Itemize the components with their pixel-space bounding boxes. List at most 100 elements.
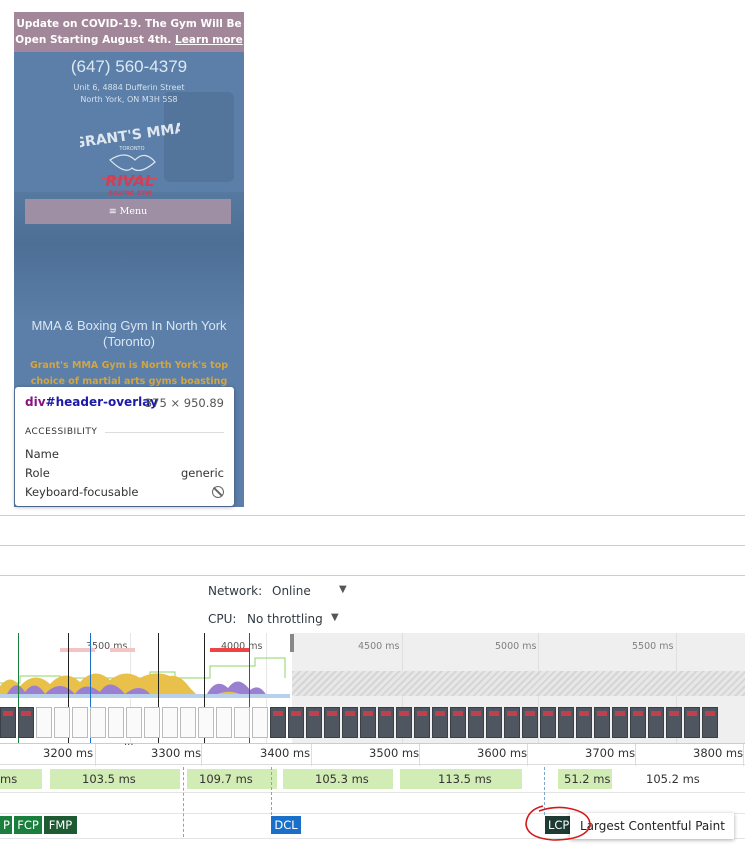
filmstrip-frame[interactable] (54, 707, 70, 738)
filmstrip-frame[interactable] (468, 707, 484, 738)
frame-bar[interactable]: 103.5 ms (50, 769, 180, 789)
filmstrip-frame[interactable] (90, 707, 106, 738)
dcl-marker[interactable]: DCL (271, 816, 301, 834)
frame-boundary (544, 767, 545, 815)
address-line-1: Unit 6, 4884 Dufferin Street (73, 83, 185, 92)
frame-bar[interactable]: ms (0, 769, 42, 789)
timeline-overview[interactable]: 3500 ms 4000 ms 4500 ms 5000 ms 5500 ms (0, 633, 745, 743)
ruler-grid (95, 744, 96, 766)
filmstrip-frame[interactable] (432, 707, 448, 738)
lcp-marker[interactable]: LCP (545, 816, 571, 834)
filmstrip-frame[interactable] (72, 707, 88, 738)
cpu-throttling-select[interactable]: No throttling (247, 612, 323, 626)
filmstrip-frame[interactable] (198, 707, 214, 738)
filmstrip-frame[interactable] (630, 707, 646, 738)
cpu-label: CPU: (208, 612, 237, 626)
cpu-activity-chart (0, 648, 290, 698)
filmstrip-frame[interactable] (216, 707, 232, 738)
marker-line (68, 633, 69, 743)
lcp-tooltip: Largest Contentful Paint (570, 813, 734, 839)
filmstrip-frame[interactable] (450, 707, 466, 738)
filmstrip-frame[interactable] (108, 707, 124, 738)
filmstrip-frame[interactable] (270, 707, 286, 738)
filmstrip-frame[interactable] (324, 707, 340, 738)
ruler-grid (419, 744, 420, 766)
fcp-marker[interactable]: FCP (14, 816, 42, 834)
filmstrip-frame[interactable] (648, 707, 664, 738)
network-select[interactable]: Online (272, 584, 311, 598)
filmstrip-frame[interactable] (360, 707, 376, 738)
filmstrip-frame[interactable] (342, 707, 358, 738)
filmstrip-frame[interactable] (684, 707, 700, 738)
ruler-grid (311, 744, 312, 766)
frame-bar[interactable]: 51.2 ms (558, 769, 612, 789)
filmstrip-frame[interactable] (702, 707, 718, 738)
filmstrip-frame[interactable] (306, 707, 322, 738)
grants-mma-logo[interactable]: GRANT'S MMA TORONTO RIVAL BOXING GYM (80, 120, 180, 198)
ruler-grid (743, 744, 744, 766)
filmstrip-frame[interactable] (522, 707, 538, 738)
tooltip-dimensions: 375 × 950.89 (144, 396, 224, 410)
cpu-dropdown-icon[interactable]: ▼ (331, 612, 339, 623)
menu-button[interactable]: ≡ Menu (25, 199, 231, 224)
frame-bar[interactable]: 109.7 ms (187, 769, 277, 789)
grid-line (266, 633, 267, 743)
frame-boundary (271, 767, 272, 815)
divider (0, 545, 745, 546)
tooltip-row-name: Name (25, 447, 224, 461)
filmstrip-frame[interactable] (594, 707, 610, 738)
filmstrip-frame[interactable] (234, 707, 250, 738)
filmstrip-frame[interactable] (126, 707, 142, 738)
row-label: Role (25, 466, 50, 480)
filmstrip-frame[interactable] (18, 707, 34, 738)
filmstrip-frame[interactable] (540, 707, 556, 738)
frame-bar[interactable]: 105.2 ms (640, 769, 720, 789)
divider (0, 515, 745, 516)
filmstrip-frame[interactable] (666, 707, 682, 738)
row-value: generic (181, 466, 224, 480)
filmstrip-frame[interactable] (36, 707, 52, 738)
range-handle[interactable] (290, 634, 294, 652)
not-focusable-icon (212, 486, 224, 498)
screenshot-filmstrip[interactable] (0, 707, 745, 740)
filmstrip-frame[interactable] (162, 707, 178, 738)
overview-tick: 4500 ms (358, 641, 400, 652)
ruler-overflow-dots: ... (124, 737, 134, 748)
filmstrip-frame[interactable] (612, 707, 628, 738)
filmstrip-frame[interactable] (288, 707, 304, 738)
network-label: Network: (208, 584, 263, 598)
inspect-tooltip: div#header-overlay 375 × 950.89 ACCESSIB… (15, 387, 234, 506)
frame-bar[interactable]: 113.5 ms (400, 769, 522, 789)
fp-marker[interactable]: P (0, 816, 12, 834)
frame-bar[interactable]: 105.3 ms (283, 769, 393, 789)
marker-line (204, 633, 205, 743)
filmstrip-frame[interactable] (0, 707, 16, 738)
ruler-tick: 3400 ms (260, 746, 311, 760)
logo-brand: RIVAL (106, 172, 155, 190)
filmstrip-frame[interactable] (252, 707, 268, 738)
phone-number[interactable]: (647) 560-4379 (70, 57, 188, 76)
filmstrip-frame[interactable] (558, 707, 574, 738)
network-dropdown-icon[interactable]: ▼ (339, 584, 347, 595)
filmstrip-frame[interactable] (180, 707, 196, 738)
frames-track[interactable]: ms 103.5 ms 109.7 ms 105.3 ms 113.5 ms 5… (0, 767, 745, 792)
filmstrip-frame[interactable] (378, 707, 394, 738)
tooltip-tag: div (25, 395, 46, 409)
fmp-marker[interactable]: FMP (44, 816, 77, 834)
filmstrip-frame[interactable] (414, 707, 430, 738)
covid-banner: Update on COVID-19. The Gym Will Be Open… (14, 12, 244, 52)
overview-tick: 5000 ms (495, 641, 537, 652)
filmstrip-frame[interactable] (144, 707, 160, 738)
filmstrip-frame[interactable] (396, 707, 412, 738)
marker-line (158, 633, 159, 743)
ruler-tick: 3600 ms (477, 746, 528, 760)
filmstrip-frame[interactable] (504, 707, 520, 738)
ruler-grid (527, 744, 528, 766)
filmstrip-frame[interactable] (576, 707, 592, 738)
ruler-grid (635, 744, 636, 766)
filmstrip-frame[interactable] (486, 707, 502, 738)
time-ruler[interactable]: ... 3200 ms 3300 ms 3400 ms 3500 ms 3600… (0, 737, 745, 766)
divider (0, 792, 745, 793)
logo-brand-sub: BOXING GYM (108, 190, 151, 197)
learn-more-link[interactable]: Learn more (175, 34, 243, 46)
